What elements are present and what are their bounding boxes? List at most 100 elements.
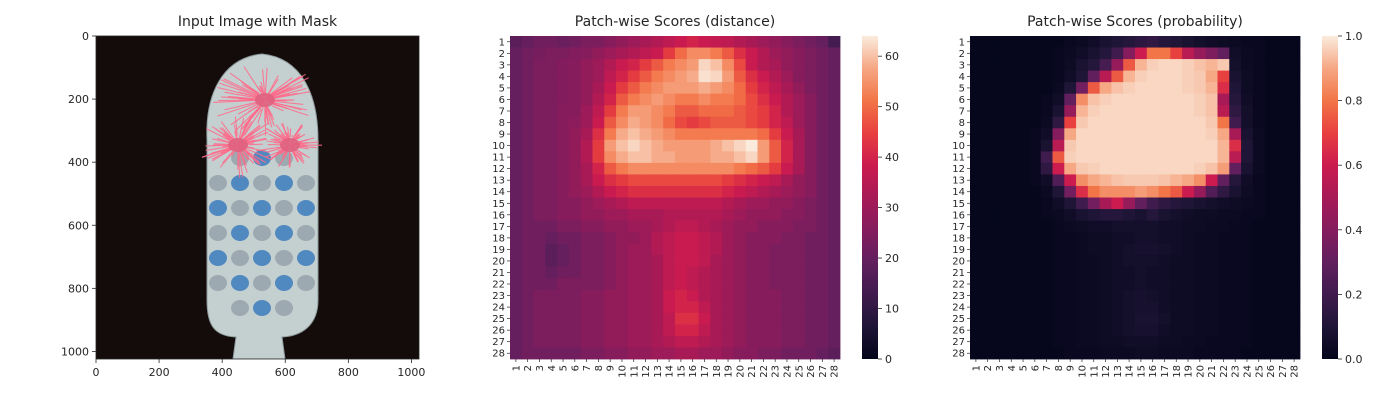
heatmap-cell	[580, 255, 593, 268]
heatmap-cell	[1229, 47, 1242, 60]
heatmap-cell	[616, 139, 629, 152]
heatmap-cell	[1182, 347, 1195, 360]
heatmap-cell	[1193, 105, 1207, 118]
heatmap-cell	[686, 82, 699, 95]
heatmap-cell	[1264, 266, 1277, 279]
heatmap-cell	[1028, 220, 1042, 233]
mask-strand	[271, 73, 306, 95]
row-label: 19	[952, 245, 965, 256]
probability-heatmap: 1234567891011121314151617181920212223242…	[952, 36, 1301, 378]
heatmap-cell	[1076, 301, 1089, 314]
heatmap-cell	[663, 93, 676, 106]
heatmap-cell	[1028, 47, 1042, 60]
heatmap-cell	[1229, 59, 1242, 72]
heatmap-cell	[769, 266, 782, 279]
heatmap-cell	[1028, 243, 1042, 256]
heatmap-cell	[1005, 255, 1018, 268]
heatmap-cell	[1193, 301, 1207, 314]
row-label: 8	[959, 118, 965, 129]
heatmap-cell	[1288, 266, 1301, 279]
heatmap-cell	[686, 312, 699, 325]
bristle-tuft	[209, 250, 227, 266]
mask-strand	[266, 106, 275, 127]
heatmap-cell	[1193, 266, 1207, 279]
heatmap-cell	[757, 36, 770, 48]
heatmap-cell	[616, 128, 629, 141]
heatmap-cell	[1040, 105, 1053, 118]
heatmap-cell	[616, 220, 629, 233]
heatmap-cell	[1099, 209, 1112, 221]
heatmap-cell	[769, 116, 782, 129]
heatmap-cell	[722, 209, 735, 221]
heatmap-cell	[769, 220, 782, 233]
input-image	[96, 36, 419, 359]
heatmap-cell	[557, 59, 570, 72]
heatmap-cell	[792, 335, 806, 348]
heatmap-cell	[1111, 70, 1124, 83]
heatmap-cell	[675, 185, 688, 198]
heatmap-cell	[710, 139, 723, 152]
heatmap-cell	[1005, 232, 1018, 245]
heatmap-cell	[1076, 93, 1089, 106]
heatmap-cell	[568, 70, 582, 83]
panel3-title: Patch-wise Scores (probability)	[1027, 14, 1243, 30]
heatmap-cell	[1146, 93, 1159, 106]
heatmap-cell	[557, 278, 570, 291]
heatmap-cell	[639, 289, 652, 302]
heatmap-cell	[993, 151, 1006, 164]
heatmap-cell	[1252, 324, 1266, 337]
heatmap-cell	[828, 185, 841, 198]
heatmap-cell	[1170, 220, 1183, 233]
row-label: 27	[492, 337, 505, 348]
heatmap-cell	[639, 301, 652, 314]
heatmap-cell	[781, 266, 794, 279]
row-label: 17	[952, 222, 965, 233]
heatmap-cell	[804, 162, 817, 175]
col-label: 11	[629, 365, 640, 378]
heatmap-cell	[616, 36, 629, 48]
heatmap-cell	[804, 278, 817, 291]
heatmap-cell	[981, 139, 994, 152]
heatmap-cell	[1052, 185, 1065, 198]
heatmap-cell	[1099, 197, 1112, 210]
col-label: 16	[688, 365, 699, 378]
heatmap-cell	[510, 139, 523, 152]
heatmap-cell	[1158, 70, 1171, 83]
heatmap-cell	[733, 128, 747, 141]
heatmap-cell	[592, 289, 605, 302]
heatmap-cell	[1111, 47, 1124, 60]
x-tick-label: 600	[275, 366, 296, 379]
heatmap-cell	[1205, 278, 1218, 291]
heatmap-cell	[757, 162, 770, 175]
heatmap-cell	[1028, 36, 1042, 48]
col-label: 1	[511, 365, 522, 371]
heatmap-cell	[757, 289, 770, 302]
panel-input-image: Input Image with Mask 0 200 400 600 800 10000…	[61, 14, 425, 379]
heatmap-cell	[828, 105, 841, 118]
heatmap-cell	[1205, 82, 1218, 95]
heatmap-cell	[792, 139, 806, 152]
heatmap-cell	[616, 243, 629, 256]
colorbar-tick-label: 0.6	[1345, 159, 1363, 172]
heatmap-cell	[651, 278, 664, 291]
heatmap-cell	[698, 301, 711, 314]
row-label: 10	[952, 141, 965, 152]
heatmap-cell	[568, 36, 582, 48]
heatmap-cell	[722, 220, 735, 233]
heatmap-cell	[1217, 312, 1230, 325]
heatmap-cell	[675, 278, 688, 291]
col-label: 9	[1066, 365, 1077, 371]
heatmap-cell	[1099, 255, 1112, 268]
heatmap-cell	[981, 82, 994, 95]
heatmap-cell	[733, 312, 747, 325]
heatmap-cell	[970, 255, 983, 268]
heatmap-cell	[710, 128, 723, 141]
heatmap-cell	[1158, 220, 1171, 233]
heatmap-cell	[1217, 47, 1230, 60]
heatmap-cell	[993, 116, 1006, 129]
heatmap-cell	[651, 312, 664, 325]
heatmap-cell	[686, 220, 699, 233]
mask-strand	[233, 124, 238, 139]
heatmap-cell	[545, 105, 558, 118]
heatmap-cell	[1158, 93, 1171, 106]
